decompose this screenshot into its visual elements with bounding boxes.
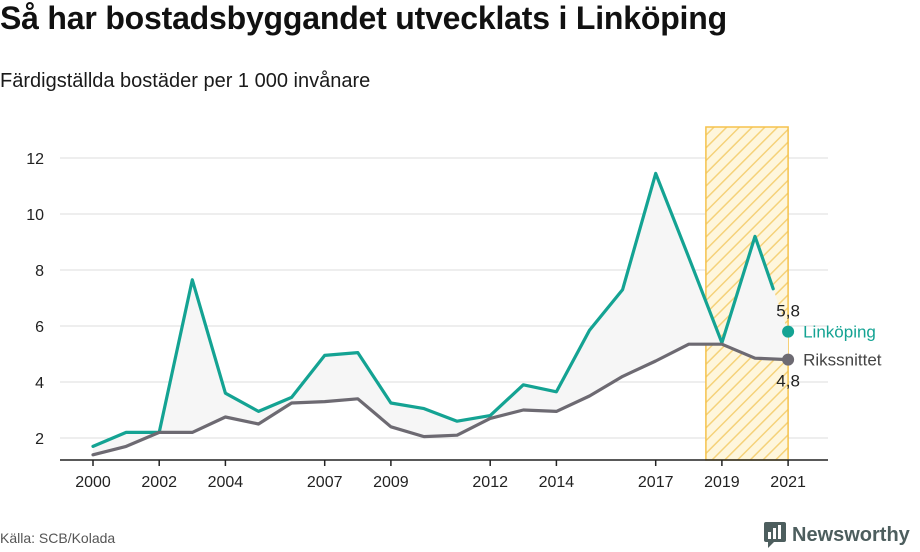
chart-title: Så har bostadsbyggandet utvecklats i Lin… xyxy=(0,0,727,36)
end-point-riket xyxy=(782,353,795,366)
y-tick-label: 12 xyxy=(26,151,44,168)
x-tick-label: 2012 xyxy=(472,474,508,491)
y-tick-label: 2 xyxy=(35,431,44,448)
y-tick-label: 10 xyxy=(26,207,44,224)
area-between-series xyxy=(93,173,789,455)
x-tick-label: 2009 xyxy=(373,474,409,491)
end-value-linkoping: 5,8 xyxy=(776,302,800,321)
end-value-riket: 4,8 xyxy=(776,372,800,391)
x-tick-label: 2004 xyxy=(208,474,244,491)
x-tick-label: 2021 xyxy=(770,474,806,491)
x-tick-label: 2000 xyxy=(75,474,111,491)
y-tick-label: 8 xyxy=(35,263,44,280)
y-tick-label: 6 xyxy=(35,319,44,336)
brand-logo[interactable]: Newsworthy xyxy=(764,520,910,550)
series-label-linkoping: Linköping xyxy=(803,323,876,342)
y-tick-label: 4 xyxy=(35,375,44,392)
series-label-riket: Rikssnittet xyxy=(803,351,882,370)
x-tick-label: 2007 xyxy=(307,474,343,491)
x-tick-label: 2014 xyxy=(539,474,575,491)
newsworthy-chart-icon xyxy=(764,522,786,548)
x-tick-label: 2017 xyxy=(638,474,674,491)
end-point-linkoping xyxy=(782,325,795,338)
source-note: Källa: SCB/Kolada xyxy=(0,530,116,546)
chart-subtitle: Färdigställda bostäder per 1 000 invånar… xyxy=(0,70,371,92)
series-line-riket xyxy=(91,342,790,457)
brand-name: Newsworthy xyxy=(792,523,910,546)
x-tick-label: 2002 xyxy=(141,474,177,491)
x-tick-label: 2019 xyxy=(704,474,740,491)
series-line-linkoping xyxy=(91,171,775,448)
